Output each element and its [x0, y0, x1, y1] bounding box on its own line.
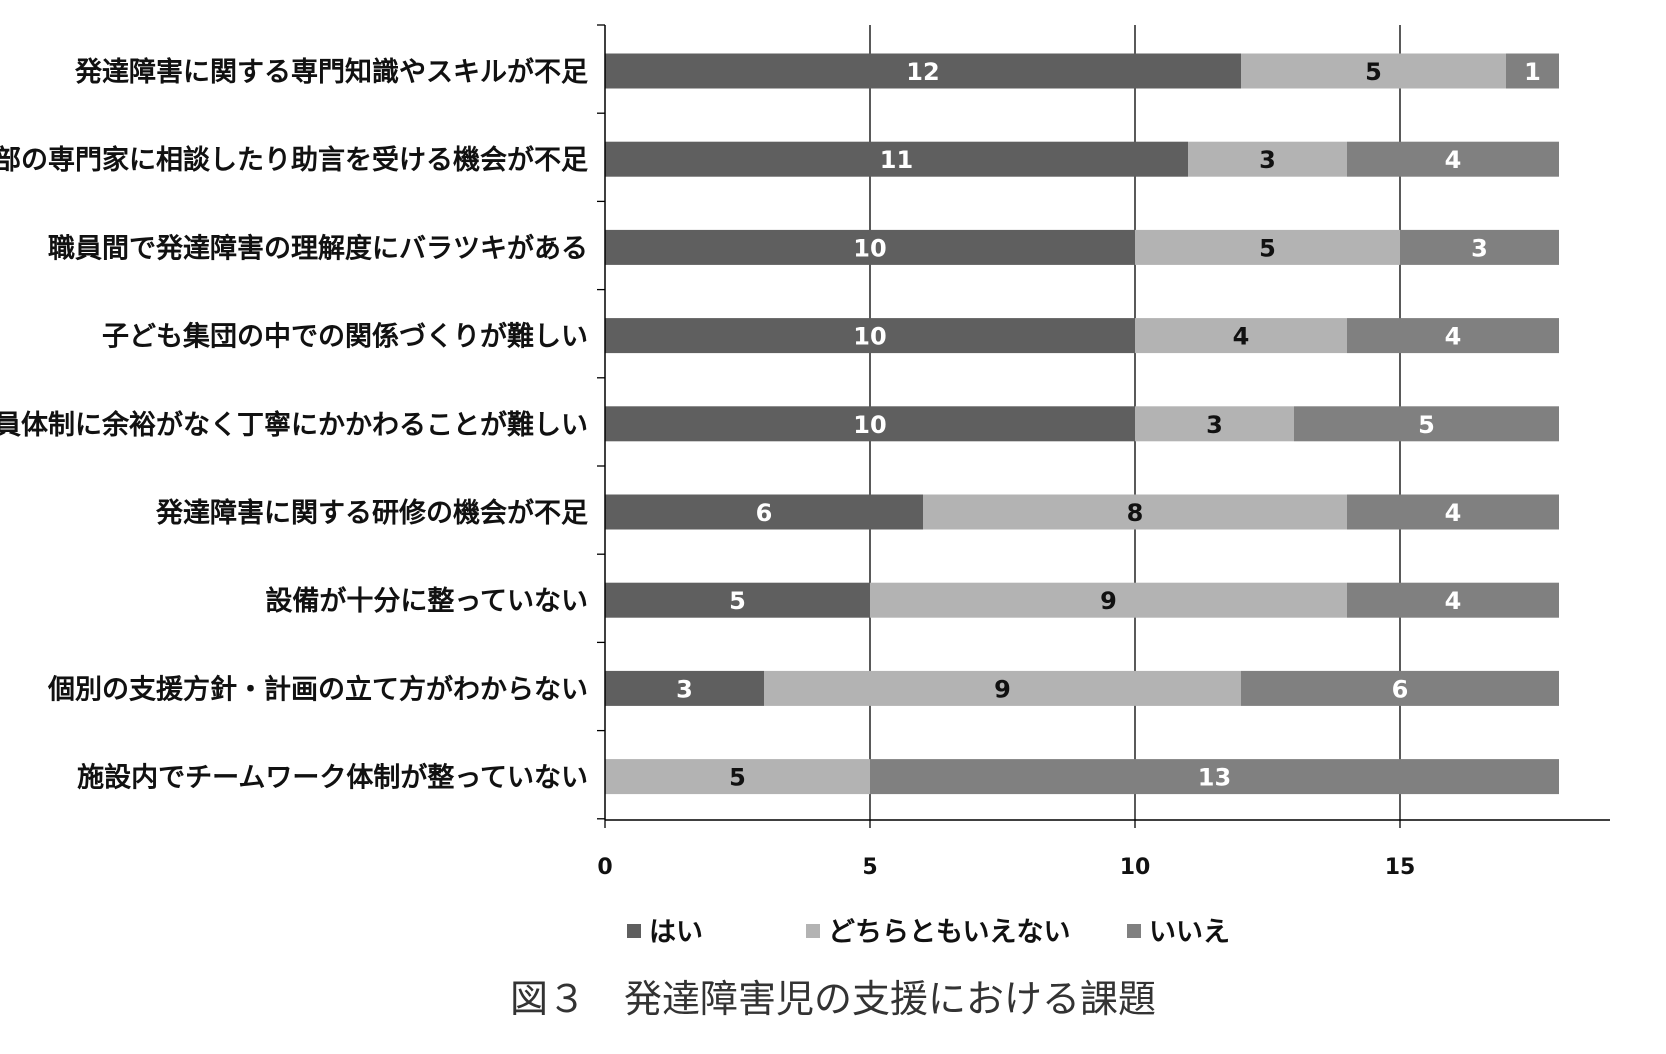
x-tick-label-15: 15	[1385, 855, 1416, 880]
data-label-row4-series3: 4	[1445, 323, 1462, 351]
label-layer: 12 5 1 発達障害に関する専門知識やスキルが不足 11 3 4 外部の専門家に相談したり助…	[0, 56, 1541, 794]
category-label-2: 外部の専門家に相談したり助言を受ける機会が不足	[0, 144, 588, 176]
data-label-row7-series1: 5	[729, 587, 746, 615]
data-label-row2-series3: 4	[1445, 146, 1462, 174]
bar-segment-row2-series3	[1347, 141, 1559, 177]
bar-segment-row7-series2	[870, 582, 1347, 618]
bar-segment-row7-series3	[1347, 582, 1559, 618]
data-label-row9-series2: 5	[729, 764, 746, 792]
data-label-row5-series3: 5	[1418, 411, 1435, 439]
bar-segment-row4-series3	[1347, 318, 1559, 354]
bar-segment-row5-series1	[605, 406, 1135, 442]
data-label-row4-series2: 4	[1233, 323, 1250, 351]
data-label-row1-series2: 5	[1365, 58, 1382, 86]
data-label-row6-series1: 6	[756, 499, 773, 527]
legend-label-3: いいえ	[1149, 917, 1230, 948]
bar-segment-row3-series3	[1400, 229, 1559, 265]
data-label-row6-series2: 8	[1127, 499, 1144, 527]
data-label-row1-series3: 1	[1524, 58, 1541, 86]
bar-segment-row4-series1	[605, 318, 1135, 354]
category-label-5: 人員体制に余裕がなく丁寧にかかわることが難しい	[0, 409, 588, 441]
data-label-row3-series3: 3	[1471, 234, 1488, 262]
bar-segment-row8-series2	[764, 670, 1241, 706]
bar-segment-row6-series3	[1347, 494, 1559, 530]
bar-segment-row6-series2	[923, 494, 1347, 530]
data-label-row2-series1: 11	[880, 146, 913, 174]
bar-segment-row5-series3	[1294, 406, 1559, 442]
bar-segment-row1-series2	[1241, 53, 1506, 89]
data-label-row1-series1: 12	[906, 58, 939, 86]
bar-segment-row3-series2	[1135, 229, 1400, 265]
bar-segment-row8-series1	[605, 670, 764, 706]
bar-segment-row3-series1	[605, 229, 1135, 265]
legend-label-1: はい	[649, 917, 703, 948]
data-label-row5-series2: 3	[1206, 411, 1223, 439]
data-label-row8-series1: 3	[676, 675, 693, 703]
legend-swatch-3	[1127, 924, 1141, 938]
category-label-8: 個別の支援方針・計画の立て方がわからない	[47, 673, 588, 705]
category-label-1: 発達障害に関する専門知識やスキルが不足	[74, 56, 588, 88]
bar-segment-row1-series3	[1506, 53, 1559, 89]
bar-segment-row8-series3	[1241, 670, 1559, 706]
bar-segment-row9-series3	[870, 759, 1559, 795]
x-tick-label-0: 0	[597, 855, 612, 880]
legend: はい どちらともいえない いいえ	[627, 917, 1230, 948]
data-label-row8-series3: 6	[1392, 675, 1409, 703]
bar-segment-row2-series1	[605, 141, 1188, 177]
category-label-3: 職員間で発達障害の理解度にバラツキがある	[48, 232, 588, 264]
category-label-9: 施設内でチームワーク体制が整っていない	[77, 762, 588, 794]
legend-swatch-2	[806, 924, 820, 938]
bar-segment-row2-series2	[1188, 141, 1347, 177]
data-label-row2-series2: 3	[1259, 146, 1276, 174]
category-label-4: 子ども集団の中での関係づくりが難しい	[102, 321, 588, 353]
category-label-6: 発達障害に関する研修の機会が不足	[155, 497, 588, 529]
data-label-row3-series1: 10	[853, 234, 886, 262]
data-label-row8-series2: 9	[994, 675, 1011, 703]
x-tick-label-5: 5	[862, 855, 877, 880]
axis-layer: 0 5 10 15	[597, 24, 1610, 880]
bar-segment-row5-series2	[1135, 406, 1294, 442]
x-tick-label-10: 10	[1120, 855, 1151, 880]
legend-label-2: どちらともいえない	[828, 917, 1070, 948]
data-label-row4-series1: 10	[853, 323, 886, 351]
bar-segment-row9-series2	[605, 759, 870, 795]
data-label-row3-series2: 5	[1259, 234, 1276, 262]
bar-layer	[605, 53, 1559, 795]
bar-segment-row1-series1	[605, 53, 1241, 89]
data-label-row7-series3: 4	[1445, 587, 1462, 615]
data-label-row7-series2: 9	[1100, 587, 1117, 615]
figure-caption: 図３ 発達障害児の支援における課題	[510, 977, 1156, 1021]
category-label-7: 設備が十分に整っていない	[265, 585, 588, 617]
legend-swatch-1	[627, 924, 641, 938]
data-label-row6-series3: 4	[1445, 499, 1462, 527]
bar-segment-row4-series2	[1135, 318, 1347, 354]
data-label-row5-series1: 10	[853, 411, 886, 439]
data-label-row9-series3: 13	[1198, 764, 1231, 792]
bar-segment-row6-series1	[605, 494, 923, 530]
bar-segment-row7-series1	[605, 582, 870, 618]
